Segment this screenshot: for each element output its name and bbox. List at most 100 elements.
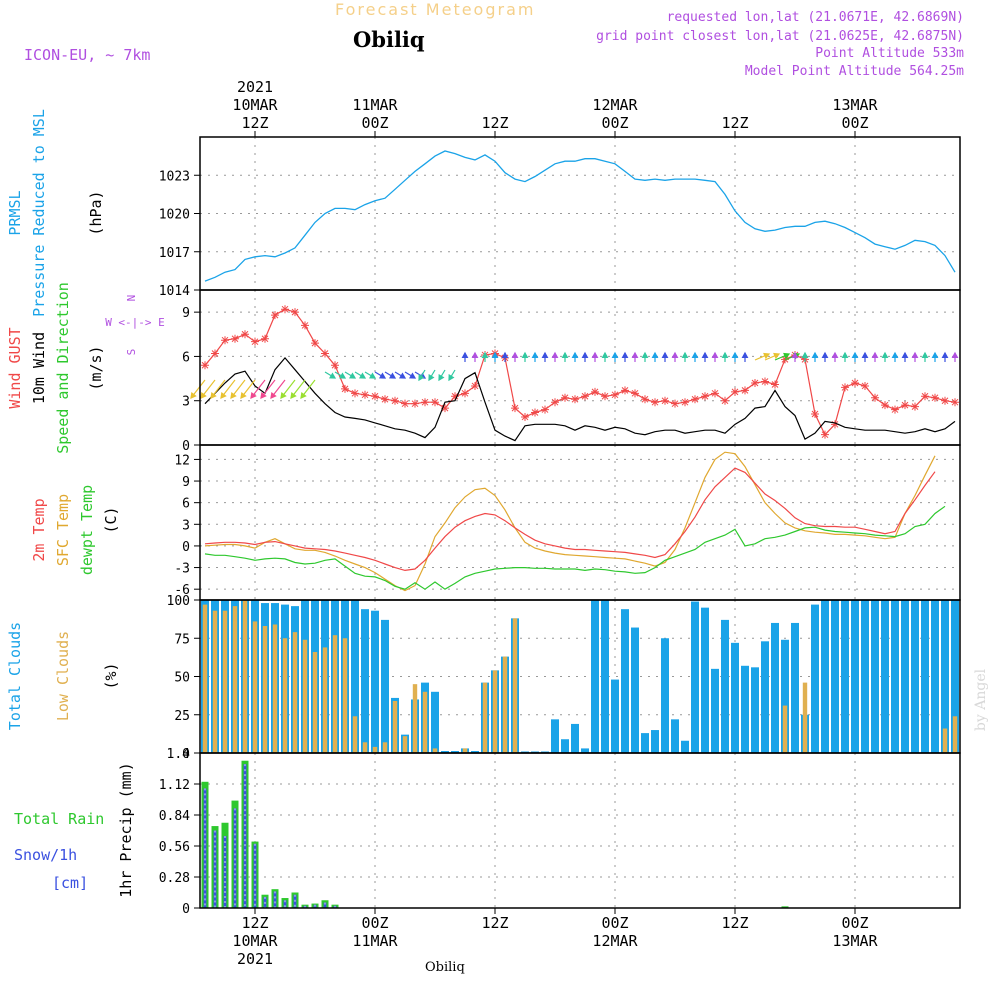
- low-clouds-bar: [352, 716, 358, 753]
- wind-direction-arrow: [891, 351, 899, 362]
- model-label: ICON-EU, ~ 7km: [24, 46, 151, 64]
- time-label-bottom: 12MAR: [592, 932, 638, 950]
- total-clouds-bar: [671, 719, 679, 753]
- panel-frame: [199, 752, 961, 909]
- total-clouds-bar: [821, 600, 829, 753]
- y-tick-label: 6: [182, 350, 190, 365]
- time-label-top: 00Z: [841, 114, 868, 132]
- wind-direction-arrow: [931, 351, 939, 362]
- gust-marker: [931, 393, 939, 402]
- pressure-label-short: PRMSL: [6, 190, 24, 235]
- wind-direction-arrow: [861, 351, 869, 362]
- wind-direction-arrow: [741, 351, 749, 362]
- low-clouds-bar: [372, 746, 378, 753]
- total-clouds-bar: [641, 733, 649, 753]
- time-label-top: 12Z: [721, 114, 748, 132]
- gust-marker: [551, 398, 559, 407]
- low-clouds-bar: [462, 748, 468, 753]
- direction-key-west-east: W <-|-> E: [105, 316, 165, 329]
- gust-marker: [291, 308, 299, 317]
- y-tick-label: 0: [182, 747, 190, 762]
- wind-direction-arrow: [764, 352, 781, 361]
- y-tick-label: -6: [174, 583, 190, 598]
- wind-direction-arrow: [250, 379, 266, 399]
- total-clouds-bar: [571, 723, 579, 753]
- gust-marker: [471, 381, 479, 390]
- gust-marker: [951, 398, 959, 407]
- total-clouds-bar: [701, 607, 709, 753]
- gust-marker: [361, 390, 369, 399]
- y-tick-label: 50: [174, 671, 190, 686]
- gust-marker: [901, 401, 909, 410]
- wind-direction-arrow: [621, 351, 629, 362]
- total-clouds-bar: [351, 600, 359, 753]
- low-clouds-bar: [482, 682, 488, 753]
- total-clouds-bar: [711, 668, 719, 753]
- gust-marker: [381, 395, 389, 404]
- y-tick-label: 1014: [159, 284, 190, 299]
- low-clouds-bar: [202, 604, 208, 753]
- wind-direction-arrow: [344, 371, 357, 379]
- wind-direction-arrow: [404, 371, 417, 379]
- low-clouds-bar: [782, 705, 788, 753]
- total-clouds-bar: [741, 665, 749, 753]
- panel-frame: [199, 289, 961, 446]
- low-clouds-label: Low Clouds: [54, 631, 72, 721]
- wind-direction-arrow: [631, 351, 639, 362]
- wind-direction-arrow: [364, 371, 377, 379]
- low-clouds-bar: [342, 638, 348, 753]
- wind-direction-arrow: [260, 379, 276, 399]
- wind-direction-arrow: [581, 351, 589, 362]
- wind-direction-arrow: [290, 379, 306, 399]
- snow-bar: [273, 891, 277, 908]
- gust-marker: [461, 389, 469, 398]
- low-clouds-bar: [492, 670, 498, 753]
- wind-direction-arrow: [418, 369, 426, 382]
- wind-direction-arrow: [461, 351, 469, 362]
- y-tick-label: 9: [182, 306, 190, 321]
- low-clouds-bar: [432, 748, 438, 753]
- low-clouds-bar: [212, 610, 218, 753]
- time-label-bottom: 12Z: [721, 914, 748, 932]
- low-clouds-bar: [802, 682, 808, 753]
- y-tick-label: 6: [182, 497, 190, 512]
- gust-line: [204, 308, 956, 436]
- time-label-bottom: 12Z: [481, 914, 508, 932]
- time-label-bottom: 11MAR: [352, 932, 398, 950]
- wind-label: 10m Wind: [30, 332, 48, 404]
- total-clouds-bar: [781, 639, 789, 753]
- wind-direction-arrow: [881, 351, 889, 362]
- gust-marker: [511, 404, 519, 413]
- total-clouds-bar: [651, 730, 659, 753]
- temp-sfc-line: [204, 451, 936, 592]
- wind-direction-arrow: [471, 351, 479, 362]
- y-tick-label: 1020: [159, 208, 190, 223]
- wind-direction-arrow: [831, 351, 839, 362]
- low-clouds-bar: [282, 638, 288, 753]
- wind-direction-arrow: [384, 371, 397, 379]
- total-clouds-bar: [761, 641, 769, 753]
- total-clouds-bar: [621, 609, 629, 753]
- time-label-bottom: 00Z: [841, 914, 868, 932]
- wind-direction-arrow: [551, 351, 559, 362]
- gust-marker: [881, 401, 889, 410]
- gust-marker: [741, 386, 749, 395]
- total-clouds-bar: [891, 600, 899, 753]
- snow-unit-label: [cm]: [52, 874, 88, 892]
- gust-marker: [231, 334, 239, 343]
- gust-marker: [731, 387, 739, 396]
- low-clouds-bar: [312, 652, 318, 753]
- clouds-unit-label: (%): [102, 662, 120, 689]
- gust-marker: [591, 387, 599, 396]
- low-clouds-bar: [382, 742, 388, 753]
- wind-direction-arrow: [531, 351, 539, 362]
- snow-bar: [253, 843, 257, 908]
- gust-marker: [661, 396, 669, 405]
- low-clouds-bar: [502, 656, 508, 753]
- wind-direction-arrow: [671, 351, 679, 362]
- low-clouds-bar: [222, 610, 228, 753]
- total-clouds-bar: [431, 691, 439, 753]
- gust-marker: [541, 405, 549, 414]
- gust-marker: [831, 420, 839, 429]
- total-clouds-bar: [681, 740, 689, 753]
